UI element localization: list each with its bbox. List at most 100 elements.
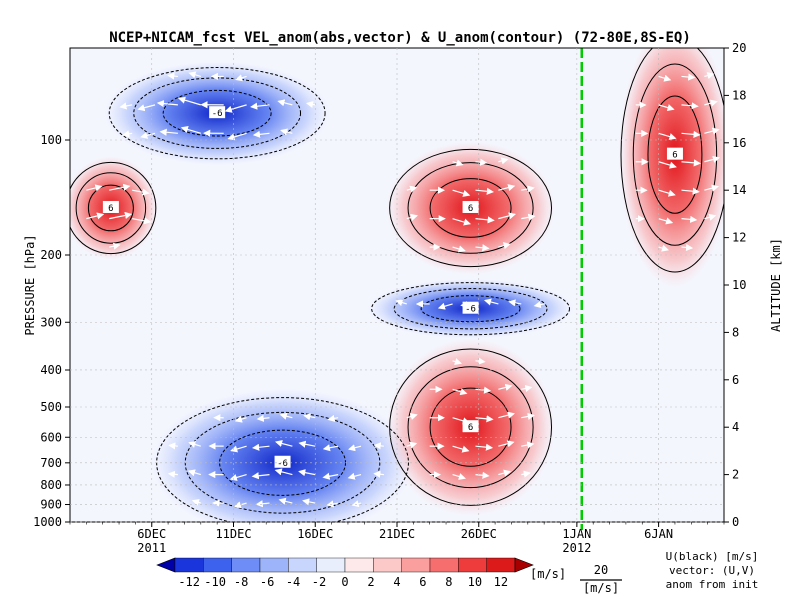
velocity-vector	[475, 386, 492, 394]
velocity-vector	[498, 469, 512, 477]
velocity-vector	[475, 443, 494, 451]
contour-label: -6	[277, 459, 288, 469]
velocity-vector	[224, 104, 247, 113]
colorbar-swatch	[288, 557, 317, 573]
time-tick-label: 6JAN	[644, 527, 673, 541]
pressure-tick-label: 1000	[33, 515, 62, 529]
legend-notes: U(black) [m/s] vector: (U,V) anom from i…	[666, 550, 759, 591]
velocity-vector	[681, 243, 694, 252]
velocity-vector	[188, 441, 201, 448]
velocity-vector	[704, 155, 721, 163]
velocity-vector	[86, 212, 105, 220]
u-contour-line	[75, 172, 147, 244]
colorbar-swatch	[174, 557, 204, 573]
u-contour-line	[393, 288, 548, 330]
velocity-vector	[230, 445, 247, 453]
velocity-vector	[498, 184, 516, 192]
altitude-tick-label: 2	[732, 468, 739, 482]
u-contour-line	[70, 161, 157, 255]
contour-label: -6	[465, 305, 476, 315]
velocity-vector	[159, 128, 178, 136]
pressure-tick-label: 300	[40, 315, 62, 329]
velocity-vector	[704, 99, 718, 107]
u-contour-line	[429, 387, 512, 467]
velocity-vector	[119, 102, 133, 110]
contour-label-box	[666, 147, 683, 160]
velocity-vector	[277, 99, 293, 107]
contour-label-box	[274, 455, 291, 468]
velocity-vector	[475, 357, 486, 365]
velocity-vector	[322, 444, 339, 452]
altitude-tick-label: 12	[732, 231, 746, 245]
colorbar-tick-label: 8	[445, 575, 452, 589]
contour-label: 6	[468, 204, 473, 214]
velocity-vector	[704, 213, 717, 221]
velocity-vector	[704, 184, 719, 192]
pressure-tick-label: 200	[40, 248, 62, 262]
colorbar-swatch	[259, 557, 289, 573]
colorbar-tick-label: 2	[367, 575, 374, 589]
colorbar-swatch	[429, 557, 459, 573]
velocity-vector	[322, 472, 339, 480]
pressure-tick-label: 400	[40, 363, 62, 377]
velocity-vector	[658, 161, 677, 169]
time-tick-label: 1JAN	[562, 527, 591, 541]
contour-label-box	[102, 200, 119, 213]
velocity-vector	[373, 442, 384, 450]
velocity-vector	[681, 102, 699, 110]
colorbar-swatch	[231, 557, 261, 573]
colorbar-tick-label: 10	[468, 575, 482, 589]
velocity-vector	[250, 102, 270, 110]
velocity-vector	[460, 301, 476, 309]
colorbar-tick-label: 12	[494, 575, 508, 589]
velocity-vector	[483, 298, 499, 306]
velocity-vector	[278, 497, 293, 505]
altitude-tick-label: 0	[732, 515, 739, 529]
velocity-vector	[437, 302, 453, 310]
velocity-vector	[452, 417, 470, 425]
velocity-vector	[168, 442, 178, 450]
velocity-vector	[256, 414, 270, 422]
velocity-vector	[251, 443, 270, 451]
pressure-axis-label: PRESSURE [hPa]	[23, 234, 37, 335]
velocity-vector	[521, 384, 533, 393]
velocity-vector	[498, 383, 513, 391]
colorbar-unit: [m/s]	[530, 567, 566, 581]
velocity-vector	[347, 444, 362, 452]
colorbar-tick-label: -2	[312, 575, 326, 589]
velocity-vector	[395, 299, 407, 307]
contour-label-box	[209, 106, 226, 119]
pressure-tick-label: 500	[40, 400, 62, 414]
colorbar-swatch	[344, 557, 374, 573]
year-label: 2012	[562, 541, 591, 555]
altitude-tick-label: 8	[732, 325, 739, 339]
u-contour-line	[620, 48, 724, 273]
velocity-vector	[658, 189, 676, 197]
velocity-vector	[86, 184, 103, 192]
pressure-tick-label: 800	[40, 478, 62, 492]
velocity-vector	[681, 130, 701, 138]
velocity-vector	[180, 125, 201, 134]
u-contour-line	[87, 184, 134, 232]
velocity-vector	[452, 473, 466, 480]
velocity-vector	[681, 215, 698, 223]
altitude-tick-label: 14	[732, 183, 746, 197]
time-tick-label: 16DEC	[297, 527, 333, 541]
contour-label: 6	[672, 151, 677, 161]
velocity-vector	[704, 127, 720, 135]
velocity-vector	[280, 128, 293, 136]
altitude-tick-label: 18	[732, 88, 746, 102]
velocity-vector	[681, 187, 700, 195]
u-contour-line	[108, 67, 326, 160]
velocity-vector	[658, 74, 672, 82]
velocity-vector	[521, 470, 531, 478]
u-contour-line	[632, 63, 718, 246]
velocity-vector	[475, 415, 494, 423]
u-contour-line	[389, 348, 553, 506]
velocity-vector	[109, 211, 133, 220]
velocity-vector	[452, 218, 472, 226]
velocity-vector	[191, 498, 201, 506]
altitude-tick-label: 20	[732, 41, 746, 55]
velocity-vector	[305, 100, 316, 108]
velocity-vector	[475, 158, 488, 166]
